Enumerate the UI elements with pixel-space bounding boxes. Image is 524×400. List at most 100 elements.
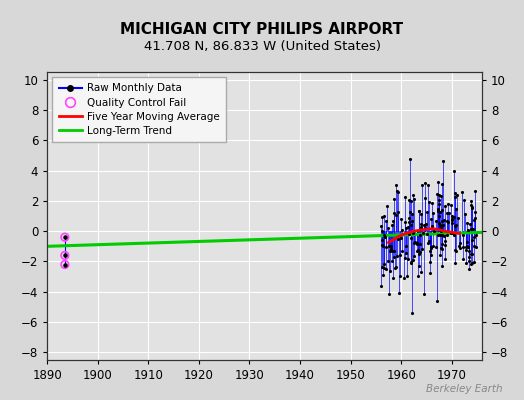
Point [400, 274, 408, 281]
Legend: Raw Monthly Data, Quality Control Fail, Five Year Moving Average, Long-Term Tren: Raw Monthly Data, Quality Control Fail, … [52, 77, 226, 142]
Point [408, 310, 416, 316]
Point [470, 234, 478, 240]
Point [471, 188, 479, 194]
Point [427, 244, 435, 250]
Point [451, 190, 459, 196]
Point [414, 247, 422, 253]
Point [61, 252, 69, 259]
Point [409, 192, 417, 198]
Point [415, 208, 423, 214]
Point [468, 251, 477, 258]
Point [391, 212, 400, 218]
Point [417, 246, 425, 252]
Point [459, 244, 467, 250]
Point [425, 270, 434, 276]
Point [394, 189, 402, 195]
Point [377, 242, 386, 248]
Point [387, 246, 395, 252]
Point [439, 222, 447, 228]
Point [450, 213, 458, 220]
Point [377, 214, 386, 220]
Point [472, 232, 481, 238]
Point [386, 267, 394, 274]
Point [402, 250, 410, 256]
Point [435, 196, 443, 203]
Point [436, 224, 445, 230]
Point [378, 264, 386, 270]
Point [462, 244, 471, 250]
Point [409, 256, 417, 263]
Point [443, 218, 451, 224]
Point [455, 240, 464, 247]
Point [404, 224, 412, 230]
Point [413, 248, 421, 254]
Point [407, 235, 415, 241]
Point [379, 272, 388, 279]
Point [441, 256, 449, 262]
Point [423, 231, 432, 238]
Point [408, 211, 416, 218]
Point [447, 230, 455, 236]
Point [393, 188, 401, 194]
Point [451, 194, 460, 200]
Point [452, 248, 461, 254]
Point [429, 243, 437, 250]
Point [403, 272, 412, 279]
Point [388, 258, 396, 264]
Point [377, 283, 385, 289]
Point [436, 228, 445, 235]
Point [452, 222, 461, 228]
Point [470, 243, 478, 249]
Point [397, 248, 406, 254]
Point [459, 255, 467, 262]
Point [438, 181, 446, 188]
Point [437, 192, 445, 199]
Point [391, 264, 400, 270]
Point [378, 237, 386, 244]
Point [385, 243, 393, 249]
Point [471, 209, 479, 216]
Text: Berkeley Earth: Berkeley Earth [427, 384, 503, 394]
Point [434, 232, 442, 238]
Point [463, 243, 472, 250]
Point [440, 242, 449, 248]
Point [419, 230, 428, 236]
Point [405, 219, 413, 225]
Point [390, 210, 398, 216]
Point [435, 209, 444, 215]
Point [397, 216, 405, 222]
Point [462, 259, 470, 266]
Point [444, 218, 452, 225]
Point [61, 252, 69, 259]
Point [436, 231, 444, 238]
Point [394, 236, 402, 243]
Point [397, 235, 405, 241]
Point [442, 210, 451, 216]
Point [394, 209, 402, 215]
Point [467, 260, 476, 266]
Point [438, 232, 446, 238]
Point [436, 252, 444, 258]
Point [427, 216, 435, 222]
Point [465, 258, 473, 264]
Point [424, 182, 432, 189]
Point [465, 254, 473, 260]
Point [410, 253, 418, 260]
Point [390, 195, 399, 202]
Point [471, 214, 479, 221]
Point [440, 217, 448, 223]
Point [417, 224, 425, 230]
Point [381, 266, 390, 272]
Point [428, 223, 436, 229]
Point [460, 197, 468, 204]
Point [423, 209, 431, 216]
Point [416, 231, 424, 238]
Point [431, 244, 440, 250]
Point [410, 240, 418, 246]
Point [417, 221, 425, 227]
Point [407, 197, 415, 204]
Point [408, 218, 417, 225]
Point [451, 247, 460, 254]
Point [442, 232, 451, 238]
Point [418, 182, 426, 189]
